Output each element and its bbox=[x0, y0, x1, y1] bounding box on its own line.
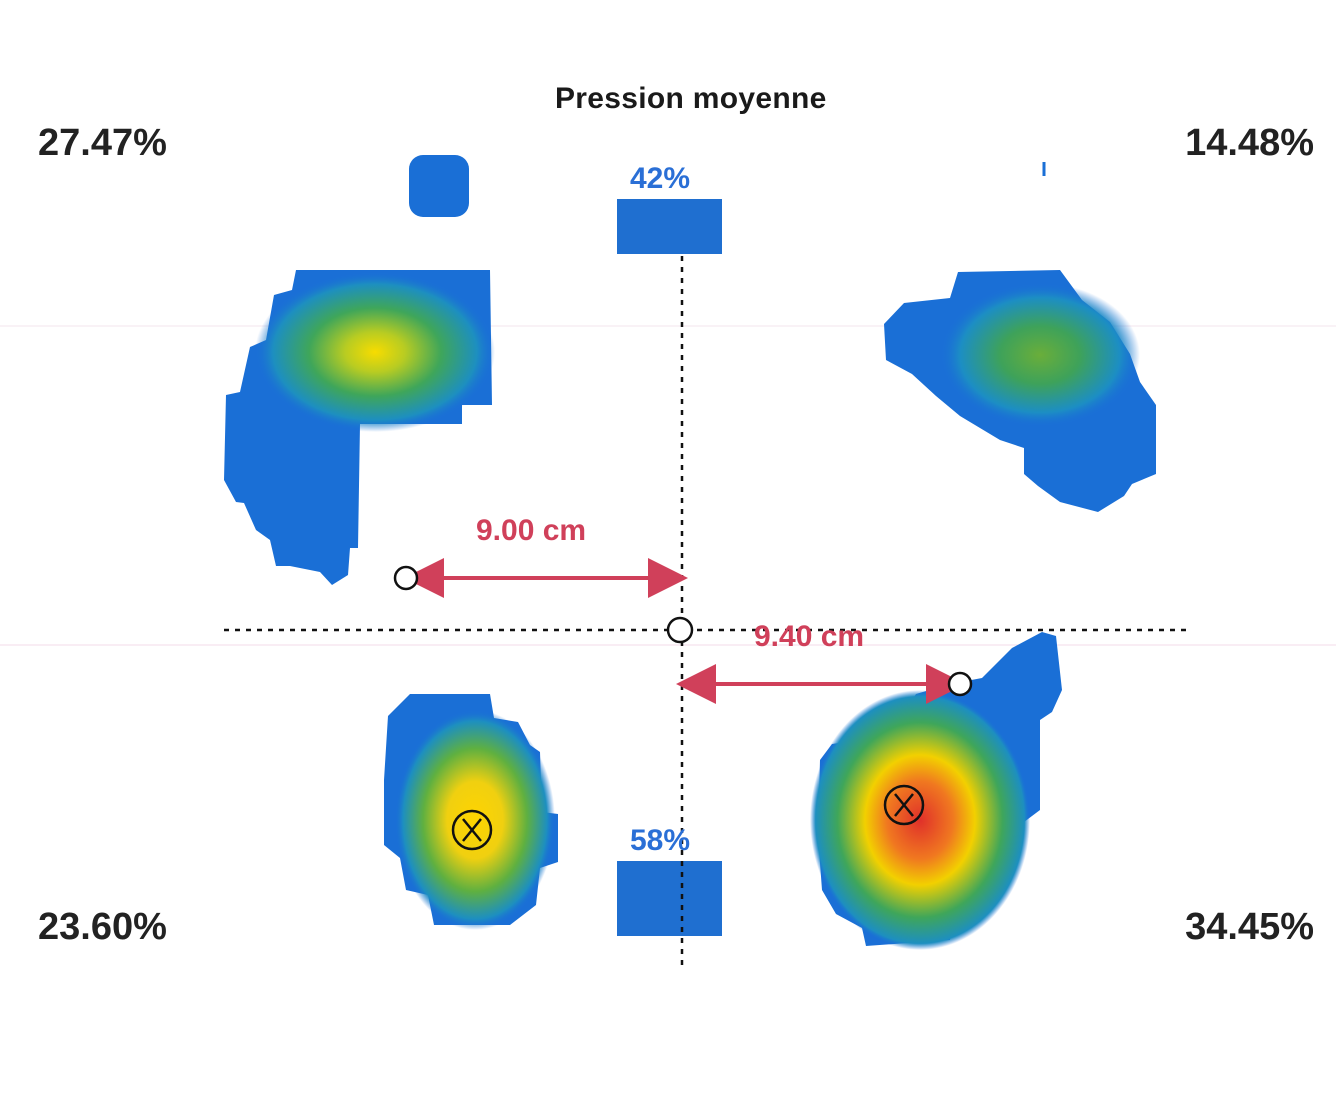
balance-bar-rear bbox=[617, 861, 722, 936]
balance-bar-front bbox=[617, 199, 722, 254]
percent-bottom-left: 23.60% bbox=[38, 906, 167, 948]
foot-top-right bbox=[884, 270, 1156, 512]
toe-blob bbox=[409, 155, 469, 217]
balance-front-label: 42% bbox=[630, 162, 691, 195]
distance-right-label: 9.40 cm bbox=[754, 620, 865, 653]
foot-bottom-left bbox=[384, 694, 558, 930]
percent-top-left: 27.47% bbox=[38, 122, 167, 164]
balance-rear-label: 58% bbox=[630, 824, 691, 857]
distance-left-label: 9.00 cm bbox=[476, 514, 587, 547]
center-of-pressure-marker bbox=[666, 616, 694, 644]
peak-marker-left bbox=[451, 809, 493, 851]
left-center-marker bbox=[393, 565, 419, 591]
peak-marker-right bbox=[883, 784, 925, 826]
percent-top-right: 14.48% bbox=[1185, 122, 1314, 164]
right-center-marker bbox=[947, 671, 973, 697]
foot-bottom-right bbox=[810, 632, 1062, 950]
percent-bottom-right: 34.45% bbox=[1185, 906, 1314, 948]
foot-top-left bbox=[224, 155, 495, 585]
chart-title: Pression moyenne bbox=[555, 82, 827, 115]
